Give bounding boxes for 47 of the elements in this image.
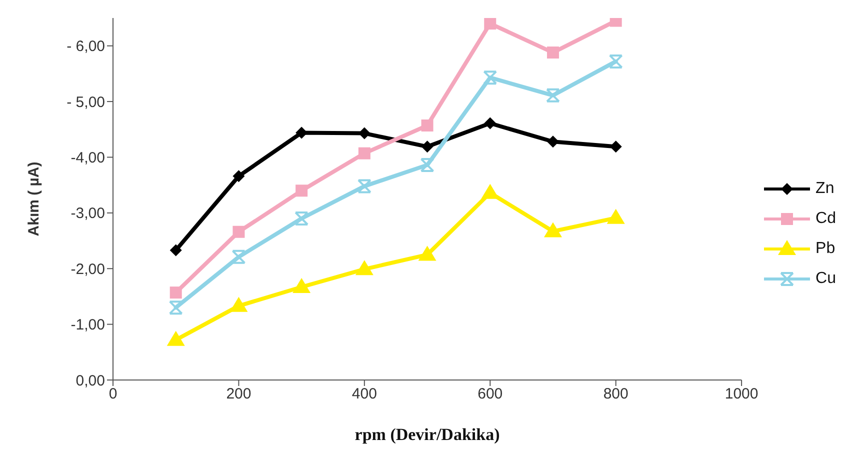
point <box>606 208 625 224</box>
y-tick-label: - 5,00 <box>66 94 105 111</box>
point <box>170 286 182 299</box>
point <box>357 179 372 194</box>
point <box>420 158 434 172</box>
point <box>296 184 308 197</box>
point <box>546 136 559 148</box>
point <box>294 211 309 226</box>
legend-label: Cu <box>816 270 836 288</box>
point <box>608 54 623 68</box>
x-tick-label: 800 <box>603 386 628 403</box>
y-tick-label: - 6,00 <box>66 38 105 56</box>
point <box>421 140 434 153</box>
point <box>230 296 248 312</box>
point <box>292 278 311 293</box>
point <box>610 140 622 153</box>
point <box>170 244 182 256</box>
point <box>168 300 183 315</box>
x-tick-label: 1000 <box>724 386 758 403</box>
point <box>232 226 245 238</box>
y-tick-label: -3,00 <box>70 205 105 222</box>
point <box>484 18 496 30</box>
y-tick-label: -1,00 <box>70 316 105 334</box>
point <box>355 260 374 276</box>
y-axis-title: Akım ( µA) <box>25 162 42 236</box>
point <box>546 88 560 102</box>
point <box>418 246 436 261</box>
point <box>232 250 246 264</box>
x-axis-title: rpm (Devir/Dakika) <box>354 425 500 444</box>
point <box>421 119 434 132</box>
x-tick-label: 600 <box>478 386 503 403</box>
x-tick-label: 200 <box>226 386 252 403</box>
x-tick-label: 400 <box>352 386 377 403</box>
y-tick-label: -2,00 <box>70 260 105 278</box>
point <box>358 147 370 160</box>
point <box>546 46 559 59</box>
legend-label: Pb <box>816 240 836 258</box>
legend-label: Zn <box>816 180 834 198</box>
point <box>484 117 496 130</box>
legend-label: Cd <box>816 210 836 228</box>
x-tick-label: 0 <box>108 386 118 403</box>
y-tick-label: 0,00 <box>76 372 105 390</box>
point <box>483 70 498 85</box>
point <box>232 170 245 182</box>
y-tick-label: -4,00 <box>70 150 105 167</box>
point <box>166 330 185 346</box>
point <box>544 222 562 238</box>
